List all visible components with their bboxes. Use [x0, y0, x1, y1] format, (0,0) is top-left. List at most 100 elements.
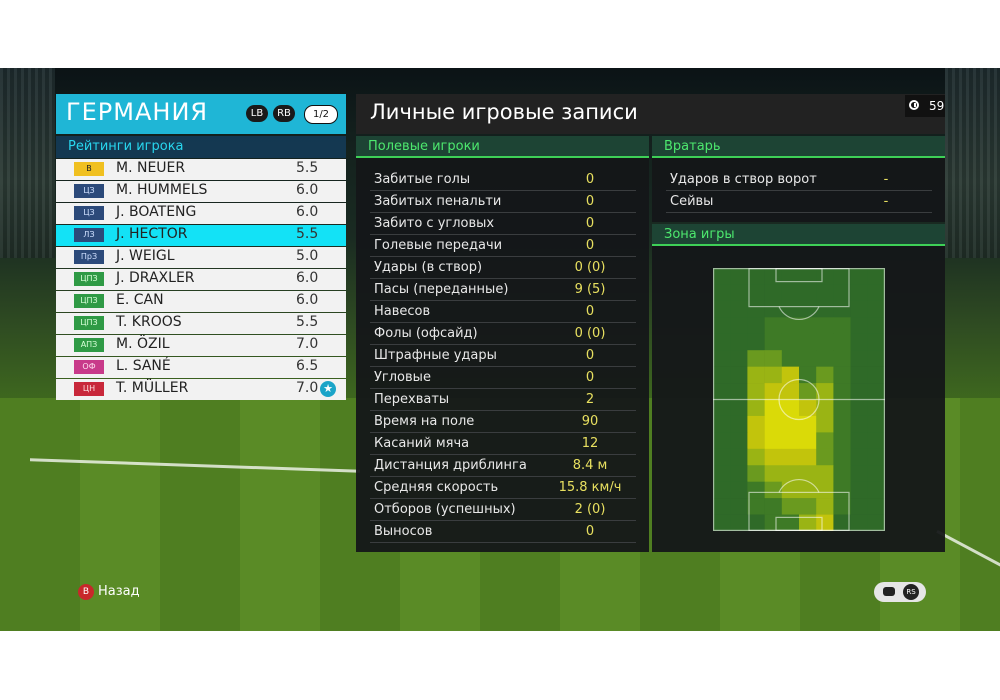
heatmap-cell — [799, 448, 817, 466]
player-row[interactable]: ЦПЗ T. KROOS 5.5 — [56, 313, 346, 334]
heatmap-cell — [833, 448, 851, 466]
gk-stat-row: Сейвы - — [666, 191, 932, 213]
player-name: J. BOATENG — [116, 204, 197, 220]
star-icon: ★ — [320, 381, 336, 397]
match-timer: 59 — [905, 95, 945, 117]
heatmap-cell — [816, 432, 834, 450]
heatmap-cell — [764, 366, 783, 384]
stat-row: Касаний мяча 12 — [370, 433, 636, 455]
clock-icon — [909, 100, 919, 110]
rs-button-icon[interactable]: RS — [903, 584, 919, 600]
player-name: M. NEUER — [116, 160, 186, 176]
heatmap-cell — [816, 333, 834, 351]
back-label[interactable]: Назад — [98, 584, 140, 599]
heatmap-cell — [730, 448, 748, 466]
stand-left — [0, 68, 55, 258]
stat-row: Забитых пенальти 0 — [370, 191, 636, 213]
player-rating: 6.5 — [296, 358, 319, 374]
goalkeeper-panel: Вратарь Ударов в створ ворот - Сейвы - — [652, 136, 945, 222]
player-row[interactable]: ЦПЗ E. CAN 6.0 — [56, 291, 346, 312]
stat-value: 0 — [585, 348, 595, 363]
heatmap-cell — [850, 350, 869, 367]
player-row[interactable]: ЦН T. MÜLLER 7.0 ★ — [56, 379, 346, 400]
heatmap-cell — [816, 415, 834, 433]
position-badge: АПЗ — [74, 338, 104, 352]
player-rating: 7.0 — [296, 380, 319, 396]
heatmap-cell — [730, 432, 748, 450]
heatmap-cell — [799, 284, 817, 302]
heatmap-cell — [781, 415, 800, 433]
heatmap-cell — [816, 448, 834, 466]
lb-button[interactable]: LB — [246, 105, 268, 122]
goalkeeper-title: Вратарь — [664, 139, 721, 154]
heatmap-cell — [799, 432, 817, 450]
heatmap-cell — [764, 383, 783, 400]
player-rating: 6.0 — [296, 292, 319, 308]
player-row[interactable]: ЦЗ M. HUMMELS 6.0 — [56, 181, 346, 202]
heatmap-cell — [730, 415, 748, 433]
field-stats-list: Забитые голы 0 Забитых пенальти 0 Забито с у… — [370, 169, 636, 543]
player-name: M. ÖZIL — [116, 336, 170, 352]
heatmap-cell — [747, 284, 765, 302]
player-row[interactable]: ЛЗ J. HECTOR 5.5 — [56, 225, 346, 246]
stat-label: Перехваты — [374, 392, 450, 407]
heatmap-cell — [799, 317, 817, 335]
stat-value: - — [883, 194, 889, 209]
position-badge: ЦЗ — [74, 206, 104, 220]
player-row[interactable]: ПрЗ J. WEIGL 5.0 — [56, 247, 346, 268]
heatmap-cell — [730, 498, 748, 515]
heatmap-cell — [781, 383, 800, 400]
stat-row: Навесов 0 — [370, 301, 636, 323]
position-badge: ЦПЗ — [74, 272, 104, 286]
zone-header: Зона игры — [652, 224, 945, 246]
player-row[interactable]: ОФ L. SANÉ 6.5 — [56, 357, 346, 378]
heatmap-cell — [850, 383, 869, 400]
stat-value: 0 — [585, 216, 595, 231]
stat-label: Средняя скорость — [374, 480, 499, 495]
heatmap-cell — [850, 399, 869, 417]
pitch-markings — [713, 268, 885, 531]
heatmap-cell — [816, 399, 834, 417]
heatmap-cell — [833, 317, 851, 335]
player-row[interactable]: ЦЗ J. BOATENG 6.0 — [56, 203, 346, 224]
b-button-icon[interactable]: B — [78, 584, 94, 600]
player-name: T. MÜLLER — [116, 380, 189, 396]
stat-label: Угловые — [374, 370, 431, 385]
heatmap-cell — [833, 268, 851, 285]
stat-label: Выносов — [374, 524, 433, 539]
chat-control[interactable]: RS — [874, 582, 926, 602]
heatmap-cell — [781, 317, 800, 335]
player-row[interactable]: АПЗ M. ÖZIL 7.0 — [56, 335, 346, 356]
heatmap-cell — [713, 399, 731, 417]
heatmap-cell — [799, 333, 817, 351]
player-rating: 5.5 — [296, 314, 319, 330]
heatmap-cell — [833, 284, 851, 302]
heatmap-cell — [713, 415, 731, 433]
heatmap-cell — [850, 415, 869, 433]
player-row[interactable]: ЦПЗ J. DRAXLER 6.0 — [56, 269, 346, 290]
player-row[interactable]: В M. NEUER 5.5 — [56, 159, 346, 180]
heatmap-cell — [799, 481, 817, 499]
heatmap-cell — [833, 333, 851, 351]
ratings-section-header: Рейтинги игрока — [56, 136, 346, 158]
stat-label: Штрафные удары — [374, 348, 497, 363]
heatmap-cell — [816, 300, 834, 318]
stat-value: 2 — [585, 392, 595, 407]
heatmap-cell — [781, 399, 800, 417]
stat-label: Ударов в створ ворот — [670, 172, 817, 187]
page-indicator: 1/2 — [304, 105, 338, 124]
chat-icon[interactable] — [883, 587, 895, 596]
player-rating: 5.5 — [296, 226, 319, 242]
stat-value: 0 — [585, 172, 595, 187]
heatmap-cell — [850, 268, 869, 285]
player-rating: 7.0 — [296, 336, 319, 352]
stat-value: 2 (0) — [574, 502, 606, 517]
page-title: Личные игровые записи — [370, 100, 638, 124]
heatmap-cell — [747, 514, 765, 531]
heatmap-cell — [781, 498, 800, 515]
heatmap-cell — [799, 383, 817, 400]
stat-value: 0 — [585, 194, 595, 209]
rb-button[interactable]: RB — [273, 105, 295, 122]
stat-label: Отборов (успешных) — [374, 502, 516, 517]
heatmap-cell — [850, 448, 869, 466]
